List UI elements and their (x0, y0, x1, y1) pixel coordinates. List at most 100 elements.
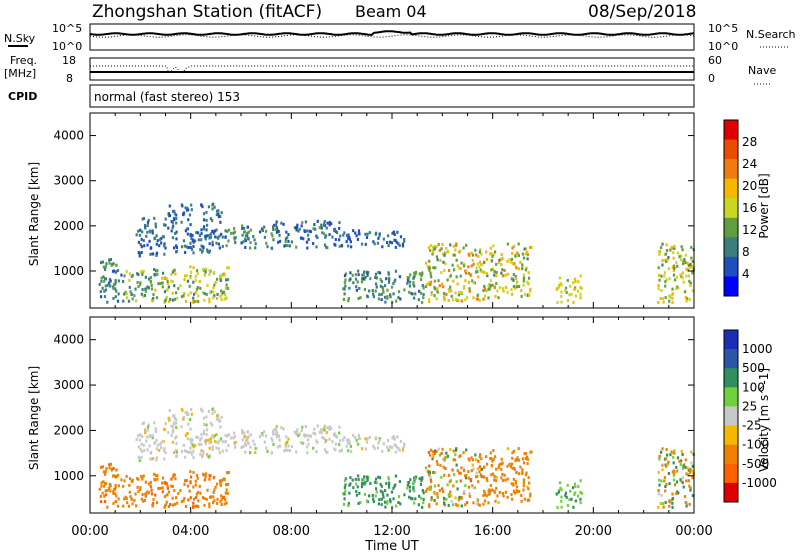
power-cell (667, 267, 671, 271)
power-cell (156, 272, 159, 276)
power-cell (323, 219, 326, 223)
velocity-cell (658, 454, 661, 458)
velocity-cell (378, 476, 382, 480)
power-cell (378, 234, 381, 238)
power-cell (296, 223, 299, 227)
power-cell (219, 295, 222, 299)
power-cell (320, 226, 323, 230)
power-cell (401, 242, 405, 246)
power-cell (185, 208, 189, 212)
velocity-cell (266, 449, 269, 453)
power-cell (456, 282, 459, 286)
power-cell (495, 281, 498, 285)
velocity-cell (558, 481, 562, 485)
velocity-cell (528, 481, 531, 485)
velocity-cell (283, 449, 286, 453)
power-cell (360, 242, 364, 246)
velocity-cell (209, 440, 213, 444)
velocity-cell (274, 428, 278, 432)
velocity-cell (401, 449, 405, 453)
velocity-cell (218, 439, 221, 443)
velocity-cell (682, 485, 685, 489)
velocity-cell (206, 454, 209, 458)
power-cell (241, 224, 244, 228)
power-cell (512, 284, 516, 288)
velocity-cell (213, 499, 216, 503)
power-cell (114, 281, 117, 285)
velocity-cell (356, 442, 360, 446)
velocity-cell (207, 455, 211, 459)
velocity-cell (309, 434, 312, 438)
power-cell (202, 246, 205, 250)
power-cell (504, 285, 507, 289)
power-cell (209, 232, 212, 236)
power-cell (282, 222, 285, 226)
power-cell (224, 286, 227, 290)
power-cell (348, 237, 351, 241)
power-cell (673, 266, 676, 270)
velocity-cell (211, 445, 214, 449)
power-cell (211, 218, 214, 222)
power-cell (473, 281, 477, 285)
velocity-cell (671, 470, 674, 474)
velocity-cell (244, 438, 248, 442)
power-cell (306, 246, 309, 250)
power-cell (213, 229, 217, 233)
power-cell (486, 274, 489, 278)
power-cell (128, 285, 131, 289)
velocity-cell (686, 466, 689, 470)
power-cell (352, 281, 355, 285)
velocity-cell (410, 496, 413, 500)
power-cell (241, 226, 244, 230)
power-cell (225, 296, 228, 300)
power-cell (390, 285, 394, 289)
velocity-cell (108, 463, 111, 467)
power-cell (508, 258, 511, 262)
power-cell (445, 246, 448, 250)
power-cell (487, 284, 490, 288)
power-cell (192, 251, 195, 255)
power-cell (220, 298, 223, 302)
power-cell (485, 272, 488, 276)
velocity-cell (101, 491, 104, 495)
velocity-cb-tick-500: 500 (742, 361, 765, 375)
power-cell (202, 227, 205, 231)
power-cell (338, 221, 341, 225)
power-cell (101, 260, 105, 264)
velocity-cell (225, 501, 228, 505)
power-cell (671, 292, 674, 296)
power-cell (495, 262, 498, 266)
power-cell (394, 238, 397, 242)
power-cell (272, 238, 275, 242)
velocity-cell (482, 502, 485, 506)
velocity-cell (475, 475, 478, 479)
velocity-cell (684, 465, 687, 469)
velocity-cell (182, 499, 185, 503)
velocity-cell (406, 486, 409, 490)
velocity-cell (675, 465, 678, 469)
velocity-cell (456, 487, 459, 491)
power-cell (522, 276, 525, 280)
velocity-cell (375, 487, 378, 491)
power-cell (512, 245, 516, 249)
power-cell (191, 239, 194, 243)
power-cell (555, 287, 558, 291)
power-cell (523, 292, 527, 296)
power-cell (206, 248, 209, 252)
velocity-cell (460, 466, 463, 470)
velocity-cell (188, 489, 191, 493)
velocity-cell (474, 453, 477, 457)
power-cell (580, 286, 583, 290)
power-cell (208, 272, 211, 276)
power-cell (151, 229, 154, 233)
power-cell (442, 260, 445, 264)
power-cell (371, 289, 374, 293)
velocity-cell (475, 502, 479, 506)
velocity-cell (103, 484, 106, 488)
power-cell (684, 295, 687, 299)
velocity-cell (343, 486, 346, 490)
velocity-cell (421, 488, 424, 492)
power-cell (272, 227, 275, 231)
power-cell (284, 240, 287, 244)
velocity-cell (272, 442, 275, 446)
